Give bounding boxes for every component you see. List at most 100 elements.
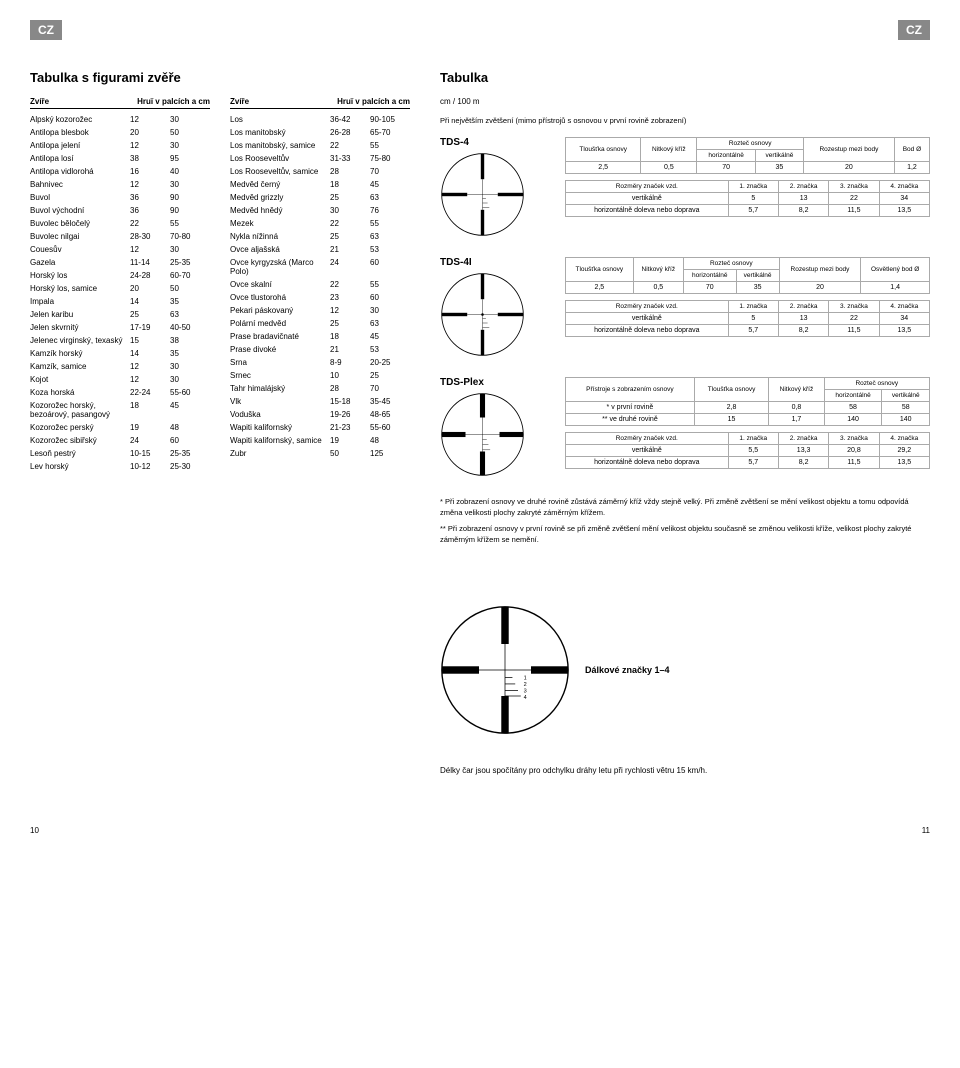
animal-name: Couesův [30, 245, 130, 254]
animal-name: Los Rooseveltův [230, 154, 330, 163]
animal-row: Buvol3690 [30, 191, 210, 204]
animal-cm: 30 [170, 180, 210, 189]
animal-inches: 12 [130, 362, 170, 371]
animal-name: Horský los [30, 271, 130, 280]
animal-row: Srnec1025 [230, 369, 410, 382]
animal-name: Antilopa vidlorohá [30, 167, 130, 176]
animal-row: Los36-4290-105 [230, 113, 410, 126]
animal-name: Pekari páskovaný [230, 306, 330, 315]
animal-row: Medvěd černý1845 [230, 178, 410, 191]
animal-cm: 55 [170, 219, 210, 228]
svg-text:3: 3 [524, 688, 527, 694]
animal-inches: 19 [330, 436, 370, 445]
page-numbers: 10 11 [30, 826, 930, 835]
animal-cm: 30 [170, 375, 210, 384]
animal-name: Antilopa losí [30, 154, 130, 163]
animal-name: Antilopa jelení [30, 141, 130, 150]
animal-row: Antilopa blesbok2050 [30, 126, 210, 139]
animal-cm: 70 [370, 384, 410, 393]
animal-cm: 30 [170, 362, 210, 371]
animal-name: Ovce kyrgyzská (Marco Polo) [230, 258, 330, 276]
animal-cm: 35-45 [370, 397, 410, 406]
animal-inches: 20 [130, 284, 170, 293]
animal-inches: 28 [330, 384, 370, 393]
animal-name: Los Rooseveltův, samice [230, 167, 330, 176]
animal-cm: 45 [170, 401, 210, 419]
animal-name: Tahr himalájský [230, 384, 330, 393]
reticle-subtitle: cm / 100 m [440, 97, 930, 106]
animal-cm: 60 [370, 258, 410, 276]
animal-cm: 40-50 [170, 323, 210, 332]
animal-cm: 35 [170, 349, 210, 358]
animal-inches: 36 [130, 206, 170, 215]
animal-row: Nykla nížinná2563 [230, 230, 410, 243]
animal-cm: 76 [370, 206, 410, 215]
col-header-animal: Zvíře [230, 97, 330, 106]
animal-cm: 55-60 [170, 388, 210, 397]
reticle-tdsplex: TDS-Plex Přístroje s zobrazením osnovyTl… [440, 377, 930, 479]
animal-cm: 60-70 [170, 271, 210, 280]
animal-row: Los manitobský26-2865-70 [230, 126, 410, 139]
animal-cm: 53 [370, 245, 410, 254]
animal-cm: 30 [170, 141, 210, 150]
animal-cm: 63 [370, 193, 410, 202]
animal-cm: 125 [370, 449, 410, 458]
animal-column-2: Zvíře Hruï v palcích a cm Los36-4290-105… [230, 97, 410, 473]
animal-name: Medvěd hnědý [230, 206, 330, 215]
animal-cm: 55 [370, 141, 410, 150]
animal-name: Buvolec nilgai [30, 232, 130, 241]
animal-inches: 21 [330, 245, 370, 254]
page-header: CZ CZ [30, 20, 930, 40]
cz-badge-left: CZ [30, 20, 62, 40]
animal-inches: 22 [130, 219, 170, 228]
animal-row: Mezek2255 [230, 217, 410, 230]
animal-inches: 11-14 [130, 258, 170, 267]
animal-inches: 26-28 [330, 128, 370, 137]
animal-name: Mezek [230, 219, 330, 228]
animal-name: Kozorožec horský, bezoárový, pasangový [30, 401, 130, 419]
animal-cm: 95 [170, 154, 210, 163]
animal-row: Ovce tlustorohá2360 [230, 291, 410, 304]
animal-cm: 48-65 [370, 410, 410, 419]
animal-name: Alpský kozorožec [30, 115, 130, 124]
animal-name: Kamzík horský [30, 349, 130, 358]
animal-inches: 15 [130, 336, 170, 345]
animal-name: Vlk [230, 397, 330, 406]
animal-inches: 10-12 [130, 462, 170, 471]
animal-inches: 18 [330, 332, 370, 341]
animal-inches: 10-15 [130, 449, 170, 458]
animal-cm: 63 [370, 232, 410, 241]
animal-row: Lesoň pestrý10-1525-35 [30, 447, 210, 460]
bottom-text: Délky čar jsou spočítány pro odchylku dr… [440, 765, 930, 776]
animal-cm: 35 [170, 297, 210, 306]
animal-row: Jelen skvrnitý17-1940-50 [30, 321, 210, 334]
animal-row: Buvol východní3690 [30, 204, 210, 217]
animal-inches: 20 [130, 128, 170, 137]
animal-name: Wapiti kalifornský, samice [230, 436, 330, 445]
animal-cm: 65-70 [370, 128, 410, 137]
animal-row: Srna8-920-25 [230, 356, 410, 369]
animal-inches: 16 [130, 167, 170, 176]
animal-row: Ovce kyrgyzská (Marco Polo)2460 [230, 256, 410, 278]
animal-name: Buvol [30, 193, 130, 202]
animal-inches: 24 [330, 258, 370, 276]
animal-row: Kojot1230 [30, 373, 210, 386]
tdsplex-spec-table: Přístroje s zobrazením osnovyTloušťka os… [565, 377, 930, 426]
animal-cm: 20-25 [370, 358, 410, 367]
tds4i-marks-table: Rozměry značek vzd.1. značka2. značka3. … [565, 300, 930, 337]
animal-cm: 70-80 [170, 232, 210, 241]
animal-row: Los Rooseveltův31-3375-80 [230, 152, 410, 165]
animal-inches: 28-30 [130, 232, 170, 241]
cz-badge-right: CZ [898, 20, 930, 40]
animal-name: Kozorožec perský [30, 423, 130, 432]
animal-name: Wapiti kalifornský [230, 423, 330, 432]
animal-name: Nykla nížinná [230, 232, 330, 241]
animal-row: Jelen karibu2563 [30, 308, 210, 321]
animal-inches: 36-42 [330, 115, 370, 124]
col-header-animal: Zvíře [30, 97, 130, 106]
animal-name: Gazela [30, 258, 130, 267]
animal-inches: 38 [130, 154, 170, 163]
col-header-size: Hruï v palcích a cm [330, 97, 410, 106]
animal-row: Pekari páskovaný1230 [230, 304, 410, 317]
main-content: Tabulka s figurami zvěře Zvíře Hruï v pa… [30, 70, 930, 776]
